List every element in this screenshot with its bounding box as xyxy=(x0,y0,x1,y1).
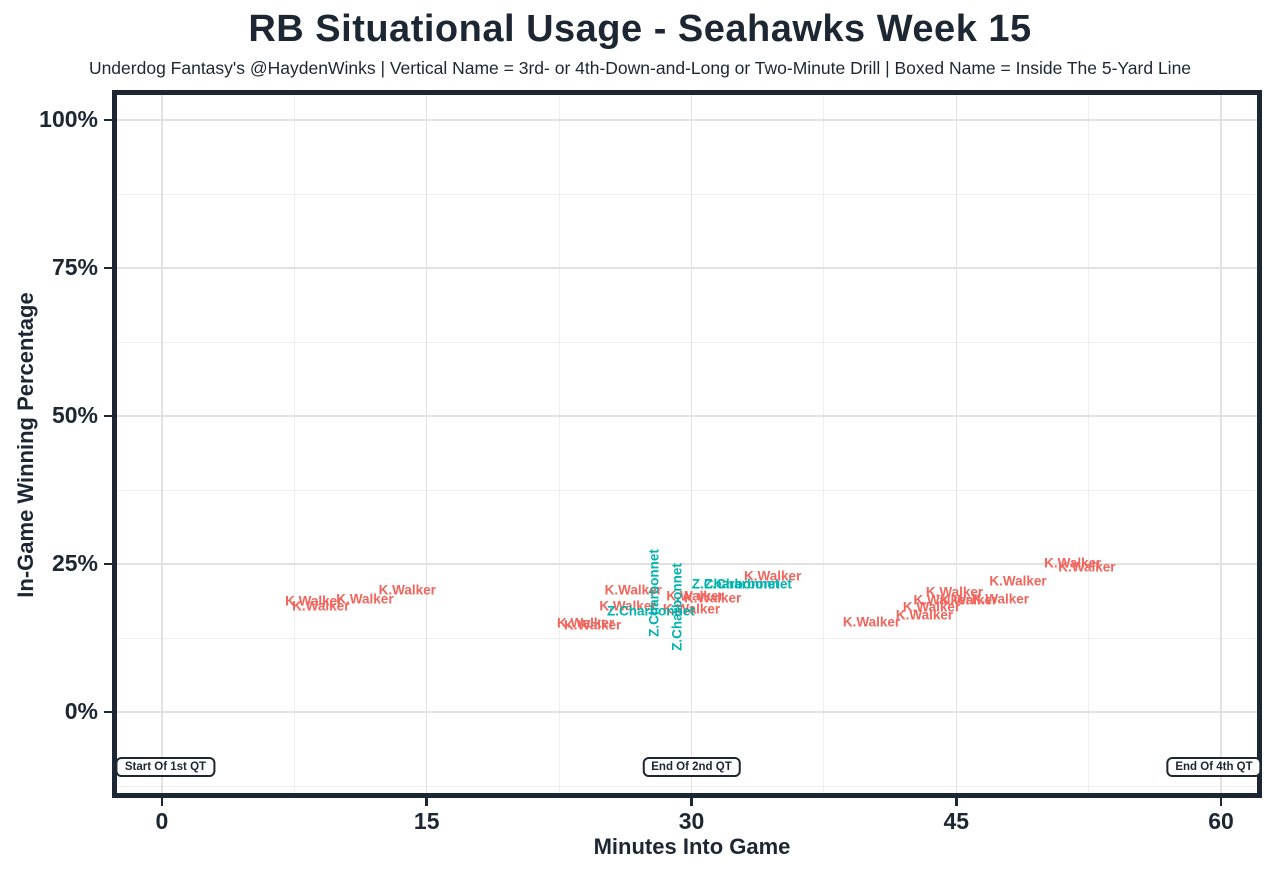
data-label-k-walker: K.Walker xyxy=(989,573,1047,589)
data-label-k-walker: K.Walker xyxy=(285,593,343,609)
gridline-x-major xyxy=(1220,90,1222,798)
plot-panel-border xyxy=(112,90,1262,798)
data-label-k-walker: K.Walker xyxy=(1044,555,1102,571)
quarter-marker: End Of 4th QT xyxy=(1166,757,1262,778)
data-label-k-walker: K.Walker xyxy=(902,599,961,615)
data-label-k-walker: K.Walker xyxy=(913,592,971,608)
x-tick-label: 30 xyxy=(678,808,705,834)
x-axis-tick xyxy=(690,798,693,806)
data-label-z-charbonnet: Z.Charbonnet xyxy=(607,603,695,619)
quarter-marker: End Of 2nd QT xyxy=(642,757,741,778)
gridline-x-minor xyxy=(293,90,295,798)
x-tick-label: 45 xyxy=(943,808,970,834)
x-axis-tick xyxy=(1219,798,1223,806)
gridline-y-minor xyxy=(112,489,1262,491)
x-tick-label: 15 xyxy=(413,808,440,834)
gridline-x-minor xyxy=(558,90,560,798)
data-label-k-walker: K.Walker xyxy=(666,588,724,604)
data-label-k-walker: K.Walker xyxy=(556,615,615,631)
y-tick-label: 100% xyxy=(39,106,98,133)
quarter-marker: Start Of 1st QT xyxy=(115,757,216,778)
chart-subtitle: Underdog Fantasy's @HaydenWinks | Vertic… xyxy=(88,58,1192,78)
data-label-k-walker: K.Walker xyxy=(971,591,1030,607)
gridline-x-major xyxy=(690,90,693,798)
data-label-k-walker: K.Walker xyxy=(336,591,394,607)
data-label-z-charbonnet: Z.Charbonnet xyxy=(704,576,792,592)
chart-title: RB Situational Usage - Seahawks Week 15 xyxy=(248,8,1032,50)
gridline-y-major xyxy=(112,563,1262,565)
y-axis-tick xyxy=(104,710,112,714)
data-label-k-walker: K.Walker xyxy=(895,607,954,623)
x-axis-tick xyxy=(425,798,428,806)
data-label-k-walker: K.Walker xyxy=(564,617,622,633)
data-label-k-walker: K.Walker xyxy=(378,582,436,598)
gridline-y-major xyxy=(112,415,1262,417)
gridline-y-minor xyxy=(112,193,1262,195)
y-tick-label: 0% xyxy=(64,698,98,725)
data-label-k-walker: K.Walker xyxy=(684,590,742,606)
gridline-x-minor xyxy=(1088,90,1090,798)
gridline-y-minor xyxy=(112,785,1262,787)
gridline-x-major xyxy=(955,90,958,798)
gridline-y-minor xyxy=(112,637,1262,639)
y-axis-tick xyxy=(104,118,112,122)
y-tick-label: 50% xyxy=(51,402,98,429)
data-label-k-walker: K.Walker xyxy=(292,598,350,614)
y-axis-tick xyxy=(104,414,112,418)
x-tick-label: 60 xyxy=(1208,808,1234,834)
data-label-k-walker: K.Walker xyxy=(939,592,998,608)
y-axis-tick xyxy=(104,562,112,566)
x-axis-tick xyxy=(160,798,164,806)
x-tick-label: 0 xyxy=(155,808,169,834)
gridline-y-major xyxy=(112,119,1262,121)
gridline-x-major xyxy=(161,90,163,798)
x-axis-title: Minutes Into Game xyxy=(593,834,791,859)
x-axis-tick xyxy=(955,798,958,806)
gridline-y-minor xyxy=(112,341,1262,343)
data-label-k-walker: K.Walker xyxy=(744,568,802,584)
gridline-y-major xyxy=(112,711,1262,713)
data-label-k-walker: K.Walker xyxy=(599,598,657,614)
gridline-x-minor xyxy=(823,90,825,798)
y-axis-tick xyxy=(104,266,112,270)
y-tick-label: 25% xyxy=(51,550,98,577)
data-label-k-walker: K.Walker xyxy=(925,584,984,600)
data-label-z-charbonnet: Z.Charbonnet xyxy=(691,576,780,592)
y-tick-label: 75% xyxy=(51,254,98,281)
data-label-k-walker: K.Walker xyxy=(604,582,662,598)
data-label-k-walker: K.Walker xyxy=(842,614,901,630)
data-label-k-walker: K.Walker xyxy=(1058,559,1116,575)
gridline-x-major xyxy=(425,90,428,798)
gridline-y-major xyxy=(112,267,1262,269)
data-label-k-walker: K.Walker xyxy=(662,601,721,617)
